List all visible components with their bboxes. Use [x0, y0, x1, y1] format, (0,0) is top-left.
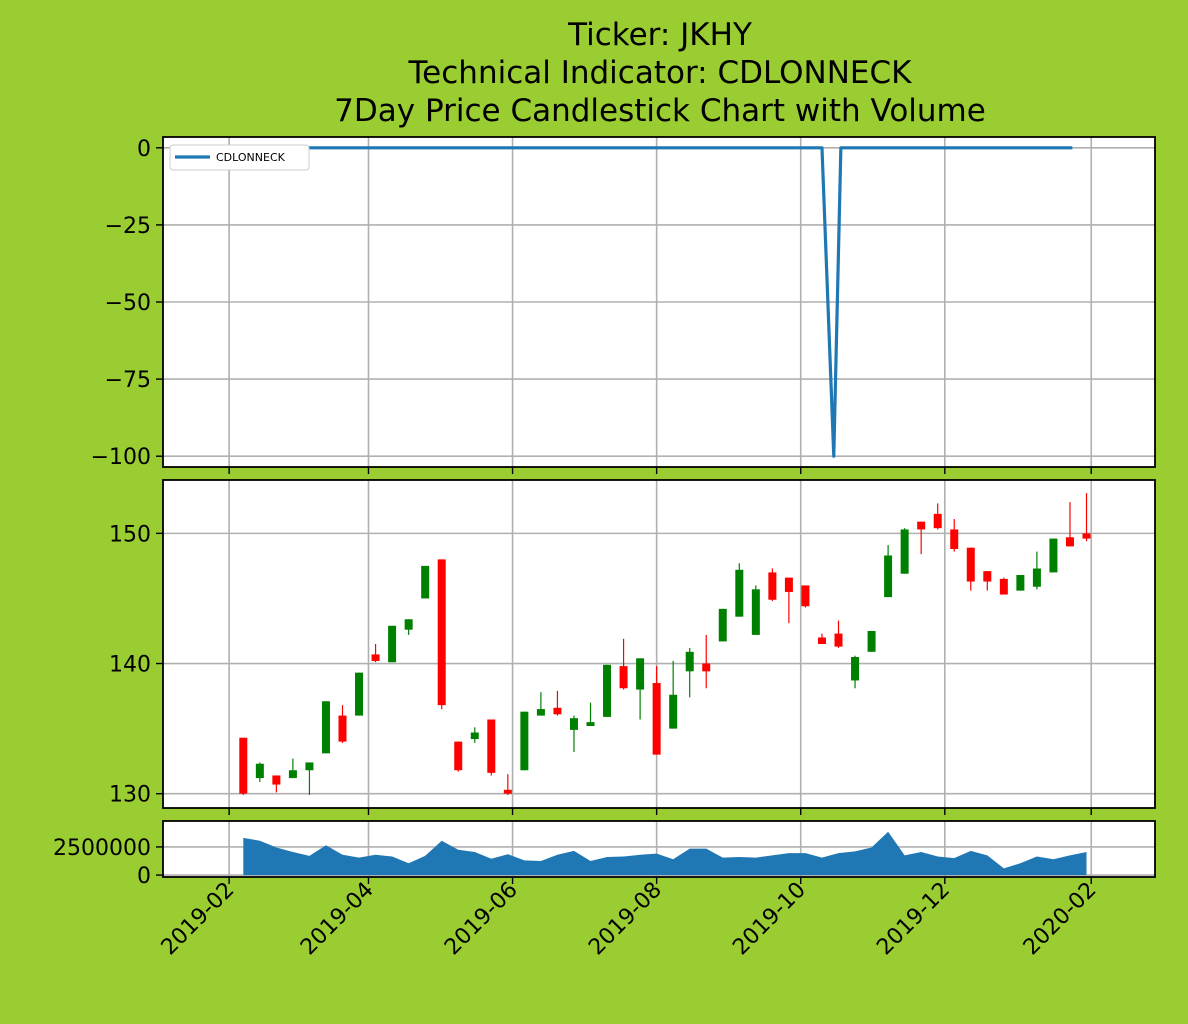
candle-body-11: [421, 565, 430, 599]
candle-body-9: [388, 625, 397, 663]
x-tick-label-5: 2019-12: [872, 878, 955, 961]
indicator-ytick-label-2: −50: [105, 291, 151, 316]
volume-area: [243, 831, 1087, 876]
price-frame: [162, 479, 1156, 809]
x-tick-label-2: 2019-06: [440, 878, 523, 961]
chart-title-line-1: Ticker: JKHY: [567, 17, 752, 53]
candle-body-23: [619, 666, 628, 689]
candle-body-15: [487, 719, 496, 773]
price-ytick-label-0: 130: [109, 783, 151, 808]
candle-body-2: [272, 775, 281, 785]
candle-body-4: [305, 762, 314, 771]
candle-body-6: [338, 715, 347, 742]
candle-body-31: [751, 589, 760, 635]
candle-body-20: [569, 718, 578, 730]
candle-body-3: [288, 770, 297, 779]
candle-body-18: [536, 709, 545, 716]
x-tick-label-6: 2020-02: [1019, 878, 1102, 961]
candle-body-33: [784, 577, 793, 592]
candle-body-36: [834, 633, 843, 647]
price-ytick-label-2: 150: [109, 522, 151, 547]
indicator-ytick-label-3: −75: [105, 368, 151, 393]
candle-body-8: [371, 654, 380, 661]
candle-body-26: [669, 694, 678, 729]
candle-body-40: [900, 529, 909, 574]
candle-body-5: [321, 701, 330, 754]
candle-body-37: [851, 657, 860, 681]
candle-body-44: [966, 547, 975, 582]
indicator-panel: 0 −25 −50 −75 −100 CDLONNECK: [91, 136, 1156, 474]
candle-body-38: [867, 630, 876, 652]
candle-body-28: [702, 663, 711, 672]
candle-body-0: [239, 737, 248, 794]
indicator-ytick-label-0: 0: [137, 137, 151, 162]
legend-box: [169, 144, 310, 171]
candle-body-13: [454, 741, 463, 771]
x-tick-label-4: 2019-10: [728, 878, 811, 961]
candle-body-24: [636, 658, 645, 690]
candle-body-1: [255, 763, 264, 779]
candle-body-39: [884, 555, 893, 598]
candle-body-43: [950, 529, 959, 549]
x-tick-label-0: 2019-02: [157, 878, 240, 961]
x-axis: 2019-02 2019-04 2019-06 2019-08 2019-10 2019-…: [157, 878, 1102, 961]
candle-body-14: [470, 732, 479, 740]
indicator-line: [243, 146, 1073, 458]
candle-body-47: [1016, 575, 1025, 591]
chart-title-line-3: 7Day Price Candlestick Chart with Volume: [334, 93, 986, 129]
candle-body-48: [1032, 568, 1041, 587]
candle-body-16: [503, 789, 512, 794]
candle-body-22: [603, 664, 612, 717]
legend-label: CDLONNECK: [216, 151, 286, 164]
candle-body-25: [652, 683, 661, 755]
candle-body-49: [1049, 538, 1058, 573]
candle-body-21: [586, 722, 595, 726]
candle-body-34: [801, 585, 810, 607]
price-ytick-label-1: 140: [109, 653, 151, 678]
candle-body-32: [768, 572, 777, 600]
x-tick-label-1: 2019-04: [296, 878, 379, 961]
indicator-ytick-label-4: −100: [91, 445, 151, 470]
volume-panel: 0 2500000: [53, 820, 1156, 889]
indicator-frame: [162, 136, 1156, 468]
volume-ytick-label-0: 0: [137, 864, 151, 889]
volume-ytick-label-1: 2500000: [53, 836, 151, 861]
candle-body-42: [933, 513, 942, 529]
price-plot-area: [163, 480, 1155, 808]
price-panel: 130 140 150: [109, 479, 1156, 815]
candle-body-12: [437, 559, 446, 706]
chart-title-line-2: Technical Indicator: CDLONNECK: [408, 55, 913, 91]
candle-body-7: [355, 672, 364, 716]
candle-body-19: [553, 707, 562, 715]
candle-body-30: [735, 569, 744, 617]
candle-body-10: [404, 619, 413, 630]
candle-body-45: [983, 571, 992, 582]
candle-body-51: [1082, 533, 1091, 539]
candle-body-17: [520, 711, 529, 771]
candle-body-29: [718, 608, 727, 642]
candle-body-41: [917, 521, 926, 530]
candle-body-50: [1065, 537, 1074, 547]
candle-body-27: [685, 651, 694, 672]
volume-frame: [162, 820, 1156, 878]
candle-body-35: [817, 637, 826, 644]
x-tick-label-3: 2019-08: [584, 878, 667, 961]
candle-body-46: [999, 578, 1008, 595]
indicator-ytick-label-1: −25: [105, 214, 151, 239]
